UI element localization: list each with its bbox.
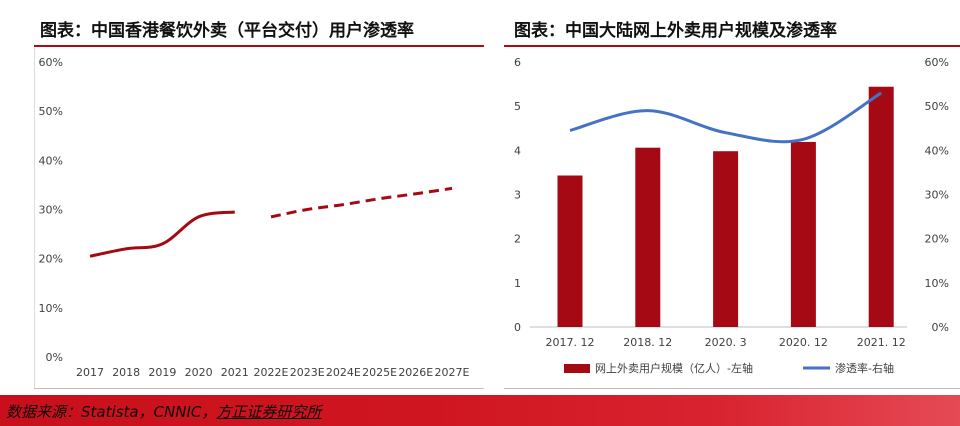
y-right-tick-label: 40% [925, 144, 949, 157]
mainland-users-panel: 图表：中国大陆网上外卖用户规模及渗透率 0 1 2 3 4 5 6 0% 10% 20% 30% 40… [492, 0, 960, 392]
y-tick-label: 50% [39, 105, 63, 118]
y-tick-label: 30% [39, 204, 63, 217]
user-scale-bar [790, 141, 816, 327]
user-scale-bar [868, 86, 894, 327]
x-tick-label: 2022E [254, 366, 289, 379]
source-note: 数据来源：Statista，CNNIC，方正证券研究所 [6, 401, 321, 422]
x-tick-label: 2020 [185, 366, 213, 379]
title-rule [34, 45, 484, 47]
y-right-tick-label: 30% [925, 189, 949, 202]
y-left-tick-label: 1 [514, 277, 521, 290]
x-tick-label: 2025E [362, 366, 397, 379]
x-tick-label: 2017 [76, 366, 104, 379]
x-tick-label: 2019 [148, 366, 176, 379]
y-left-tick-label: 4 [514, 144, 521, 157]
bottom-rule [34, 388, 484, 389]
penetration-line [569, 91, 882, 144]
y-right-tick-label: 20% [925, 233, 949, 246]
source-footer: 数据来源：Statista，CNNIC，方正证券研究所 [0, 395, 960, 426]
x-tick-label: 2017. 12 [546, 336, 595, 349]
legend-label-line: 渗透率-右轴 [835, 361, 894, 375]
legend-label-bar: 网上外卖用户规模（亿人）-左轴 [595, 361, 753, 375]
y-tick-label: 0% [46, 351, 63, 364]
y-left-tick-label: 2 [514, 233, 521, 246]
y-right-tick-label: 60% [925, 56, 949, 69]
mainland-chart-title: 图表：中国大陆网上外卖用户规模及渗透率 [514, 21, 837, 41]
user-scale-bar [635, 147, 661, 327]
x-tick-label: 2020. 12 [779, 336, 828, 349]
x-tick-label: 2024E [326, 366, 361, 379]
y-tick-label: 60% [39, 56, 63, 69]
y-tick-label: 10% [39, 302, 63, 315]
hk-penetration-line-chart: 0% 10% 20% 30% 40% 50% 60% 2017 2018 2019 2020 2021… [39, 56, 470, 379]
panel-divider [34, 47, 35, 389]
x-tick-label: 2021 [221, 366, 249, 379]
y-right-tick-label: 0% [932, 321, 949, 334]
x-tick-label: 2020. 3 [705, 336, 747, 349]
x-tick-label: 2021. 12 [857, 336, 906, 349]
x-tick-label: 2027E [435, 366, 470, 379]
x-tick-label: 2026E [398, 366, 433, 379]
actual-line [89, 210, 236, 258]
x-tick-label: 2018 [112, 366, 140, 379]
y-left-tick-label: 0 [514, 321, 521, 334]
hk-penetration-panel: 图表：中国香港餐饮外卖（平台交付）用户渗透率 0% 10% 20% 30% 40% 50%… [0, 0, 484, 392]
y-left-tick-label: 6 [514, 56, 521, 69]
y-left-tick-label: 3 [514, 189, 521, 202]
x-tick-label: 2023E [290, 366, 325, 379]
forecast-line [270, 186, 453, 219]
user-scale-bar [713, 151, 739, 327]
source-firm: 方正证券研究所 [216, 403, 322, 421]
legend-swatch-bar [564, 364, 590, 373]
bottom-rule [504, 388, 960, 389]
y-right-tick-label: 50% [925, 100, 949, 113]
user-scale-bar [557, 175, 583, 327]
y-right-tick-label: 10% [925, 277, 949, 290]
hk-chart-title: 图表：中国香港餐饮外卖（平台交付）用户渗透率 [40, 21, 414, 41]
source-prefix: 数据来源：Statista，CNNIC， [6, 403, 217, 421]
y-tick-label: 20% [39, 253, 63, 266]
title-rule [504, 45, 960, 47]
x-tick-label: 2018. 12 [623, 336, 672, 349]
y-tick-label: 40% [39, 154, 63, 167]
y-left-tick-label: 5 [514, 100, 521, 113]
